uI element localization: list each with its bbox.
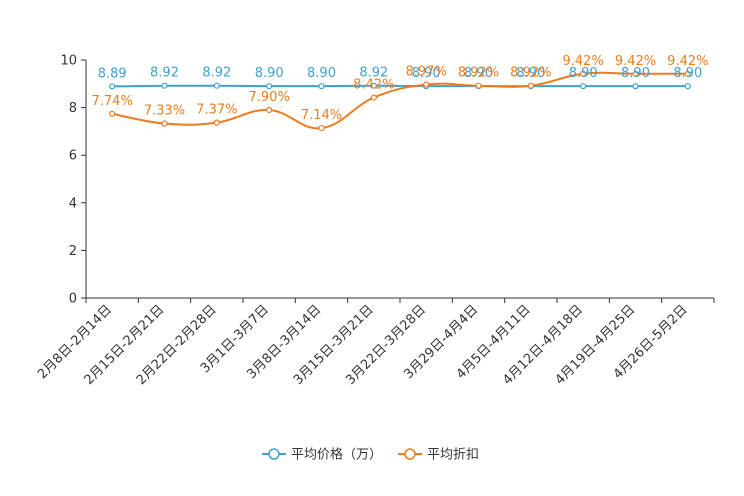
data-label-avg-price: 8.90 [464, 66, 493, 81]
data-label-avg-price: 8.90 [569, 66, 598, 81]
y-tick-label: 6 [69, 149, 77, 164]
data-point-avg-price[interactable] [213, 82, 220, 89]
data-point-avg-discount[interactable] [527, 82, 534, 89]
data-label-avg-price: 8.92 [150, 66, 179, 81]
data-label-avg-price: 8.90 [307, 66, 336, 81]
data-label-avg-price: 8.90 [621, 66, 650, 81]
y-tick-label: 10 [60, 54, 77, 69]
data-point-avg-discount[interactable] [632, 70, 639, 77]
series-line-avg-discount [111, 71, 688, 130]
legend-item-avg-price[interactable]: 平均价格（万） [262, 447, 382, 463]
data-label-avg-discount: 8.97% [406, 65, 447, 80]
data-label-layer: 8.89 8.92 8.92 8.90 8.90 8.92 8.90 8.90 8.90 8.90… [92, 54, 709, 123]
data-label-avg-discount: 8.92% [510, 66, 551, 81]
data-label-avg-discount: 9.42% [667, 54, 708, 69]
y-tick-label: 8 [69, 101, 77, 116]
legend[interactable]: 平均价格（万） 平均折扣 [262, 447, 479, 463]
data-point-avg-discount[interactable] [423, 81, 430, 88]
data-point-avg-discount[interactable] [266, 106, 273, 114]
data-label-avg-price: 8.90 [255, 66, 284, 81]
data-point-avg-discount[interactable] [161, 120, 168, 127]
legend-marker-icon [268, 448, 280, 460]
data-label-avg-discount: 8.92% [458, 66, 499, 81]
data-point-avg-discount[interactable] [213, 119, 220, 126]
series-line-avg-price [112, 84, 688, 88]
data-label-avg-price: 8.90 [412, 66, 441, 81]
data-label-avg-discount: 7.33% [144, 104, 185, 119]
data-point-avg-price[interactable] [161, 82, 168, 89]
data-label-avg-price: 8.92 [359, 66, 388, 81]
data-label-avg-discount: 7.74% [92, 94, 133, 109]
data-point-avg-discount[interactable] [475, 82, 482, 89]
data-label-avg-price: 8.92 [202, 66, 231, 81]
data-label-avg-discount: 9.42% [563, 54, 604, 69]
legend-label: 平均折扣 [427, 448, 479, 463]
y-tick-label: 2 [69, 244, 77, 259]
legend-item-avg-discount[interactable]: 平均折扣 [398, 448, 479, 463]
series-avg-discount [109, 70, 691, 132]
data-point-avg-price[interactable] [109, 83, 116, 90]
data-label-avg-discount: 7.37% [196, 103, 237, 118]
data-label-avg-price: 8.90 [673, 66, 702, 81]
legend-label: 平均价格（万） [291, 447, 382, 463]
data-point-avg-price[interactable] [266, 83, 273, 90]
data-label-avg-discount: 8.42% [353, 78, 394, 93]
series-layer [109, 70, 691, 132]
data-label-avg-discount: 7.90% [249, 90, 290, 105]
data-point-avg-price[interactable] [632, 83, 639, 90]
data-label-avg-price: 8.89 [98, 66, 127, 81]
data-point-avg-discount[interactable] [684, 70, 691, 77]
data-point-avg-discount[interactable] [318, 124, 325, 132]
data-point-avg-price[interactable] [370, 82, 377, 89]
data-label-avg-discount: 9.42% [615, 54, 656, 69]
data-label-avg-price: 8.90 [516, 66, 545, 81]
legend-marker-icon [404, 448, 416, 460]
data-point-avg-price[interactable] [684, 83, 691, 90]
data-point-avg-price[interactable] [318, 83, 325, 90]
data-point-avg-discount[interactable] [109, 110, 116, 117]
data-point-avg-discount[interactable] [370, 94, 377, 101]
data-point-avg-price[interactable] [580, 83, 587, 90]
data-point-avg-discount[interactable] [580, 70, 587, 77]
y-tick-label: 0 [69, 292, 77, 307]
data-label-avg-discount: 7.14% [301, 108, 342, 123]
axes: 02468102月8日-2月14日2月15日-2月21日2月22日-2月28日3… [35, 54, 715, 388]
y-tick-label: 4 [69, 196, 77, 211]
